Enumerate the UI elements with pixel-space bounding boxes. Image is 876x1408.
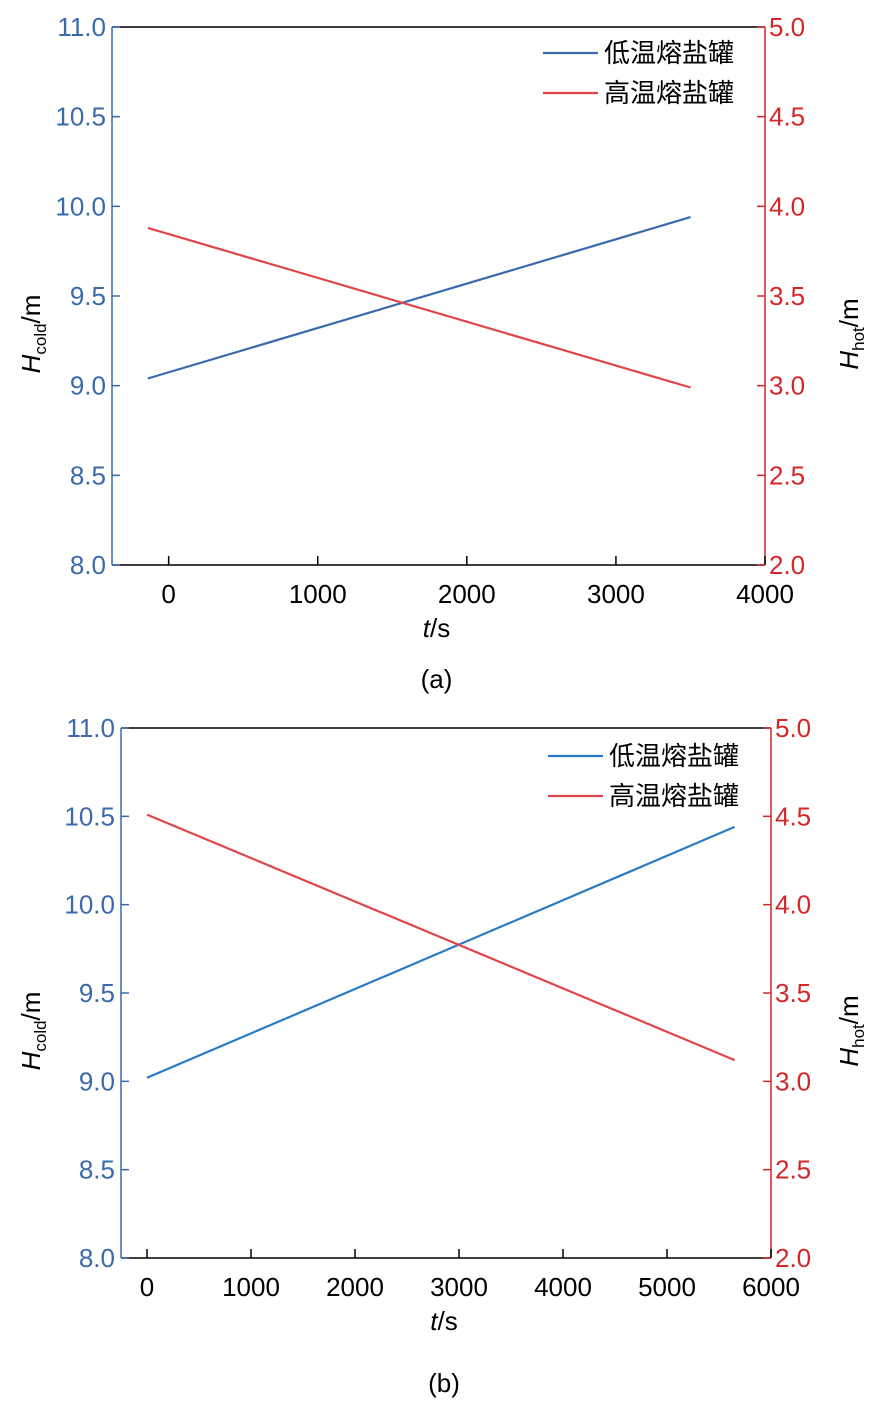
right-y-tick-label: 3.5	[769, 281, 805, 311]
left-y-axis-title: Hcold/m	[16, 992, 50, 1071]
x-tick-label: 5000	[638, 1272, 696, 1302]
left-y-tick-label: 8.0	[70, 550, 106, 580]
left-y-axis-title-var: H	[16, 1051, 46, 1070]
legend-label: 低温熔盐罐	[604, 39, 734, 69]
left-y-tick-label: 10.0	[55, 191, 106, 221]
x-tick-label: 0	[161, 579, 175, 609]
left-y-tick-label: 10.5	[64, 801, 115, 831]
right-y-tick-label: 4.5	[769, 102, 805, 132]
right-y-tick-label: 2.0	[775, 1243, 811, 1273]
right-y-tick-label: 3.0	[769, 371, 805, 401]
legend-label: 高温熔盐罐	[604, 79, 734, 109]
right-y-axis-title-sub: hot	[849, 327, 868, 351]
left-y-tick-label: 8.0	[79, 1243, 115, 1273]
right-y-axis-title: Hhot/m	[834, 298, 868, 369]
right-y-axis-title-unit: /m	[834, 298, 864, 327]
x-axis-title-unit: /s	[438, 1306, 458, 1336]
chart-panel-b: 0 1000 2000 3000 4000 5000 6000 8.0 8.5 9.0 9.5 10.…	[0, 700, 876, 1408]
left-y-tick-label: 11.0	[66, 713, 115, 743]
right-y-axis-title-unit: /m	[834, 995, 864, 1024]
series-line-hot-tank	[146, 813, 736, 1062]
left-y-tick-label: 10.5	[55, 102, 106, 132]
left-y-axis-title-unit: /m	[16, 295, 46, 324]
left-y-tick-label: 8.5	[70, 460, 106, 490]
left-y-tick-label: 9.5	[79, 978, 115, 1008]
x-tick-label: 2000	[326, 1272, 384, 1302]
x-axis-title-unit: /s	[430, 613, 450, 643]
chart-panel-a: 0 1000 2000 3000 4000 8.0 8.5 9.0 9.5 10.0 10.5 11.…	[0, 0, 876, 700]
left-y-tick-label: 10.0	[64, 890, 115, 920]
panel-caption: (b)	[428, 1368, 460, 1398]
left-y-axis-title-sub: cold	[31, 1020, 50, 1051]
series-line-hot-tank	[147, 226, 691, 389]
left-y-axis-title-sub: cold	[31, 323, 50, 354]
right-y-tick-label: 5.0	[775, 713, 811, 743]
x-axis-title-var: t	[430, 1306, 439, 1336]
left-y-tick-label: 9.0	[79, 1066, 115, 1096]
x-tick-label: 4000	[736, 579, 794, 609]
dual-axis-line-chart-a: 0 1000 2000 3000 4000 8.0 8.5 9.0 9.5 10.0 10.5 11.…	[16, 12, 868, 694]
legend-label: 低温熔盐罐	[609, 742, 739, 772]
x-tick-label: 1000	[222, 1272, 280, 1302]
right-y-axis-title-var: H	[834, 351, 864, 370]
right-y-tick-label: 4.5	[775, 801, 811, 831]
panel-caption: (a)	[421, 664, 453, 694]
left-y-tick-label: 9.5	[70, 281, 106, 311]
left-y-axis-title-var: H	[16, 354, 46, 373]
x-tick-label: 1000	[289, 579, 347, 609]
x-axis-title-var: t	[423, 613, 432, 643]
right-y-tick-label: 4.0	[769, 191, 805, 221]
left-y-tick-label: 8.5	[79, 1155, 115, 1185]
right-y-tick-label: 2.0	[769, 550, 805, 580]
x-axis-title: t/s	[430, 1306, 457, 1336]
x-tick-label: 0	[140, 1272, 154, 1302]
right-y-tick-label: 4.0	[775, 890, 811, 920]
left-y-axis-title: Hcold/m	[16, 295, 50, 374]
legend-label: 高温熔盐罐	[609, 782, 739, 812]
x-tick-label: 2000	[438, 579, 496, 609]
x-tick-label: 6000	[742, 1272, 800, 1302]
right-y-tick-label: 5.0	[769, 12, 805, 42]
right-y-axis-title-var: H	[834, 1048, 864, 1067]
right-y-axis-title: Hhot/m	[834, 995, 868, 1066]
right-y-tick-label: 3.0	[775, 1066, 811, 1096]
right-y-axis-title-sub: hot	[849, 1024, 868, 1048]
x-axis-title: t/s	[423, 613, 450, 643]
dual-axis-line-chart-b: 0 1000 2000 3000 4000 5000 6000 8.0 8.5 9.0 9.5 10.…	[16, 713, 868, 1398]
x-tick-label: 3000	[430, 1272, 488, 1302]
series-line-cold-tank	[146, 825, 736, 1079]
right-y-tick-label: 2.5	[775, 1155, 811, 1185]
x-tick-label: 4000	[534, 1272, 592, 1302]
series-line-cold-tank	[147, 216, 691, 380]
right-y-tick-label: 2.5	[769, 460, 805, 490]
left-y-tick-label: 11.0	[57, 12, 106, 42]
right-y-tick-label: 3.5	[775, 978, 811, 1008]
x-tick-label: 3000	[587, 579, 645, 609]
left-y-tick-label: 9.0	[70, 371, 106, 401]
left-y-axis-title-unit: /m	[16, 992, 46, 1021]
